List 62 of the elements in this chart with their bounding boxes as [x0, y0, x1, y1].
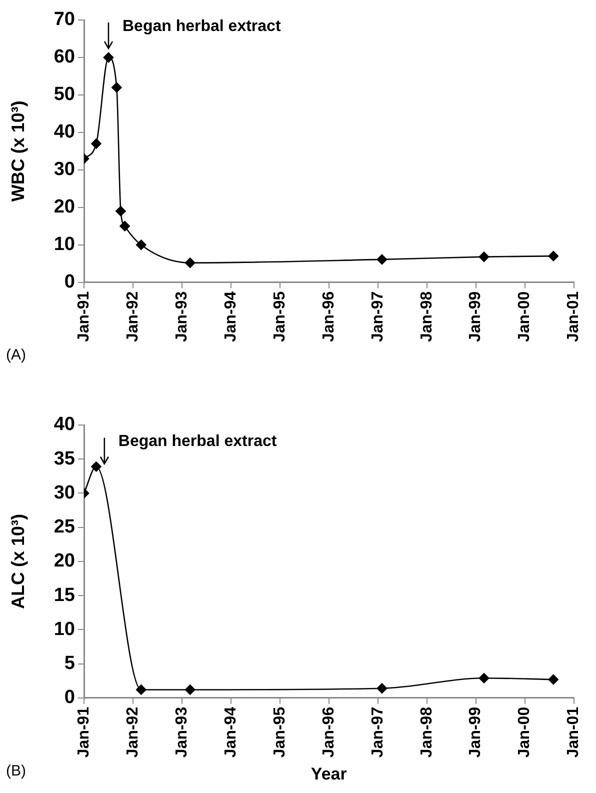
y-tick-label: 0 [64, 272, 75, 293]
point [103, 52, 114, 63]
y-axis-title: WBC (x 10³) [8, 100, 28, 202]
y-tick-label: 30 [54, 482, 75, 504]
point [478, 252, 490, 262]
x-tick-label: Jan-00 [516, 291, 534, 342]
x-tick-label: Jan-99 [467, 706, 484, 758]
x-tick-label: Jan-94 [222, 291, 240, 342]
y-tick-label: 20 [54, 550, 75, 572]
y-tick-label: 40 [54, 122, 75, 143]
point [548, 674, 559, 685]
x-tick-label: Jan-92 [124, 291, 142, 342]
x-tick-label: Jan-91 [75, 291, 92, 342]
point [548, 250, 559, 262]
x-tick-label: Jan-00 [516, 706, 534, 758]
y-tick-label: 0 [64, 687, 75, 708]
y-tick-label: 20 [54, 196, 75, 218]
y-tick-label: 5 [64, 653, 76, 674]
x-tick-label: Jan-93 [173, 291, 190, 342]
x-tick-label: Jan-95 [271, 706, 288, 758]
text: (A) [6, 346, 26, 364]
y-tick-label: 60 [54, 46, 75, 68]
point [184, 258, 196, 268]
y-tick-label: 50 [54, 84, 75, 106]
x-tick-label: Jan-94 [222, 706, 240, 758]
x-tick-label: Jan-95 [271, 291, 288, 342]
y-tick-label: 30 [54, 159, 75, 180]
annotation: Began herbal extract [118, 433, 278, 450]
x-tick-label: Jan-97 [369, 291, 386, 342]
point [91, 138, 102, 149]
x-tick-label: Jan-96 [320, 291, 338, 342]
x-tick-label: Jan-98 [418, 291, 436, 342]
point [376, 683, 388, 694]
x-axis-title: Year [310, 764, 348, 784]
x-tick-label: Jan-98 [418, 706, 436, 758]
point [376, 254, 388, 265]
point [136, 684, 146, 695]
x-tick-label: Jan-97 [369, 706, 386, 758]
x-tick-label: Jan-01 [565, 706, 582, 758]
point [136, 240, 146, 250]
x-tick-label: Jan-92 [124, 706, 142, 758]
x-tick-label: Jan-96 [320, 706, 338, 758]
y-tick-label: 10 [54, 234, 75, 256]
point [184, 684, 196, 695]
y-tick-label: 35 [54, 448, 76, 470]
y-tick-label: 15 [54, 584, 76, 606]
point [120, 220, 130, 232]
point [116, 206, 126, 216]
text: (B) [6, 762, 26, 780]
x-tick-label: Jan-91 [75, 706, 92, 758]
x-tick-label: Jan-99 [467, 291, 484, 342]
y-tick-label: 70 [54, 9, 75, 30]
annotation: Began herbal extract [122, 18, 282, 35]
y-tick-label: 25 [54, 516, 76, 538]
x-tick-label: Jan-93 [173, 706, 190, 758]
point [91, 461, 102, 472]
y-axis-title: ALC (x 10³) [8, 514, 28, 609]
x-tick-label: Jan-01 [565, 291, 582, 342]
point [478, 672, 490, 684]
point [112, 82, 122, 93]
y-tick-label: 10 [54, 618, 75, 640]
y-tick-label: 40 [54, 414, 75, 436]
